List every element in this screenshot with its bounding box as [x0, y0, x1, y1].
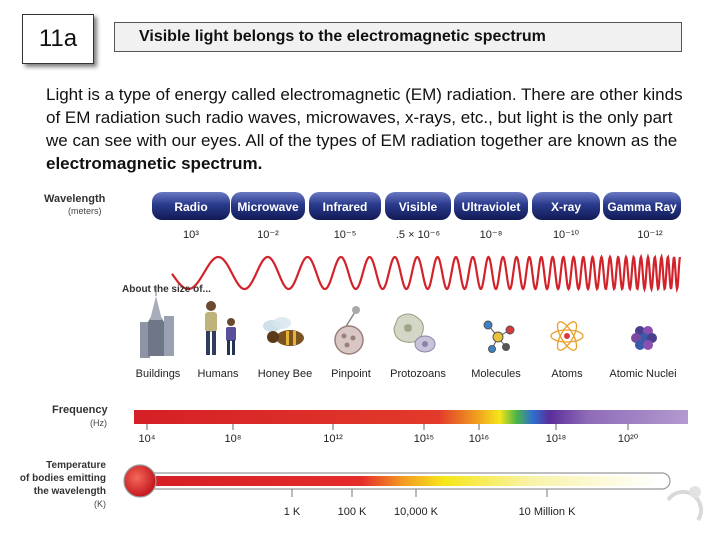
thermometer-bulb [123, 464, 157, 498]
body-bold-term: electromagnetic spectrum. [46, 154, 263, 173]
band-visible-label: Visible [399, 200, 438, 214]
band-radio-label: Radio [174, 200, 207, 214]
temperature-tick-1: 1 K [284, 506, 301, 518]
temperature-label-line-2: of bodies emitting [20, 473, 106, 484]
frequency-label: Frequency [52, 404, 109, 416]
frequency-tick-6: 10¹⁸ [546, 433, 567, 445]
band-radio [152, 192, 230, 220]
body-text: Light is a type of energy called electro… [46, 85, 683, 150]
wavelength-ultraviolet: 10⁻⁸ [480, 229, 503, 241]
frequency-tick-labels: 10⁴ 10⁸ 10¹² 10¹⁵ 10¹⁶ 10¹⁸ 10²⁰ [139, 433, 639, 445]
band-xray-label: X-ray [551, 200, 581, 214]
band-microwave [231, 192, 305, 220]
band-ultraviolet-label: Ultraviolet [462, 200, 521, 214]
wavelength-label: Wavelength [44, 193, 106, 205]
object-label-molecules: Molecules [471, 368, 521, 380]
frequency-tick-1: 10⁴ [139, 433, 156, 445]
object-label-protozoans: Protozoans [390, 368, 446, 380]
frequency-tick-marks [146, 424, 629, 430]
wavelength-radio: 10³ [183, 229, 199, 241]
band-infrared-label: Infrared [323, 200, 368, 214]
temperature-label: Temperature of bodies emitting the wavel… [20, 460, 107, 497]
band-xray [532, 192, 600, 220]
wavelength-visible: .5 × 10⁻⁶ [396, 229, 440, 241]
object-label-honey-bee: Honey Bee [258, 368, 312, 380]
temperature-tick-2: 100 K [338, 506, 367, 518]
protozoan-icon [393, 313, 436, 353]
band-infrared [309, 192, 381, 220]
band-row: Radio Microwave Infrared Visible Ultravi… [152, 192, 681, 220]
atom-icon [550, 321, 584, 351]
humans-icon [205, 301, 236, 355]
frequency-tick-2: 10⁸ [225, 433, 242, 445]
temperature-tick-4: 10 Million K [519, 506, 577, 518]
frequency-tick-5: 10¹⁶ [469, 433, 489, 445]
slide-number-badge: 11a [22, 14, 94, 64]
wavelength-xray: 10⁻¹⁰ [553, 229, 580, 241]
temperature-tick-marks [291, 489, 548, 497]
temperature-tick-3: 10,000 K [394, 506, 439, 518]
object-label-buildings: Buildings [136, 368, 181, 380]
object-label-pinpoint: Pinpoint [331, 368, 371, 380]
object-labels: Buildings Humans Honey Bee Pinpoint Prot… [136, 368, 677, 380]
wavelength-unit: (meters) [68, 206, 102, 216]
buildings-icon [140, 286, 174, 358]
temperature-unit: (K) [94, 499, 106, 509]
band-gamma-label: Gamma Ray [607, 200, 677, 214]
frequency-unit: (Hz) [90, 418, 107, 428]
frequency-bar [134, 410, 688, 424]
band-ultraviolet [454, 192, 528, 220]
size-label: About the size of... [122, 284, 211, 295]
temperature-label-line-3: the wavelength [34, 486, 106, 497]
temperature-label-line-1: Temperature [46, 460, 106, 471]
frequency-tick-3: 10¹² [323, 433, 343, 445]
wavelength-gamma: 10⁻¹² [637, 229, 663, 241]
em-wave [171, 253, 682, 294]
wavelength-microwave: 10⁻² [257, 229, 279, 241]
band-microwave-label: Microwave [237, 200, 299, 214]
object-label-humans: Humans [198, 368, 239, 380]
temperature-tick-labels: 1 K 100 K 10,000 K 10 Million K [284, 506, 576, 518]
corner-logo [666, 486, 704, 522]
thermometer-fill [145, 476, 660, 486]
wavelength-infrared: 10⁻⁵ [334, 229, 357, 241]
band-visible [385, 192, 451, 220]
slide-title: Visible light belongs to the electromagn… [114, 22, 682, 52]
body-paragraph: Light is a type of energy called electro… [46, 83, 696, 175]
pinpoint-icon [334, 306, 364, 355]
object-label-atomic-nuclei: Atomic Nuclei [609, 368, 676, 380]
molecule-icon [483, 320, 515, 353]
honey-bee-icon [263, 317, 304, 346]
band-gamma [603, 192, 681, 220]
frequency-tick-7: 10²⁰ [618, 433, 639, 445]
frequency-tick-4: 10¹⁵ [414, 433, 434, 445]
wavelength-values: 10³ 10⁻² 10⁻⁵ .5 × 10⁻⁶ 10⁻⁸ 10⁻¹⁰ 10⁻¹² [183, 229, 663, 241]
atomic-nucleus-icon [631, 326, 657, 350]
object-label-atoms: Atoms [551, 368, 583, 380]
